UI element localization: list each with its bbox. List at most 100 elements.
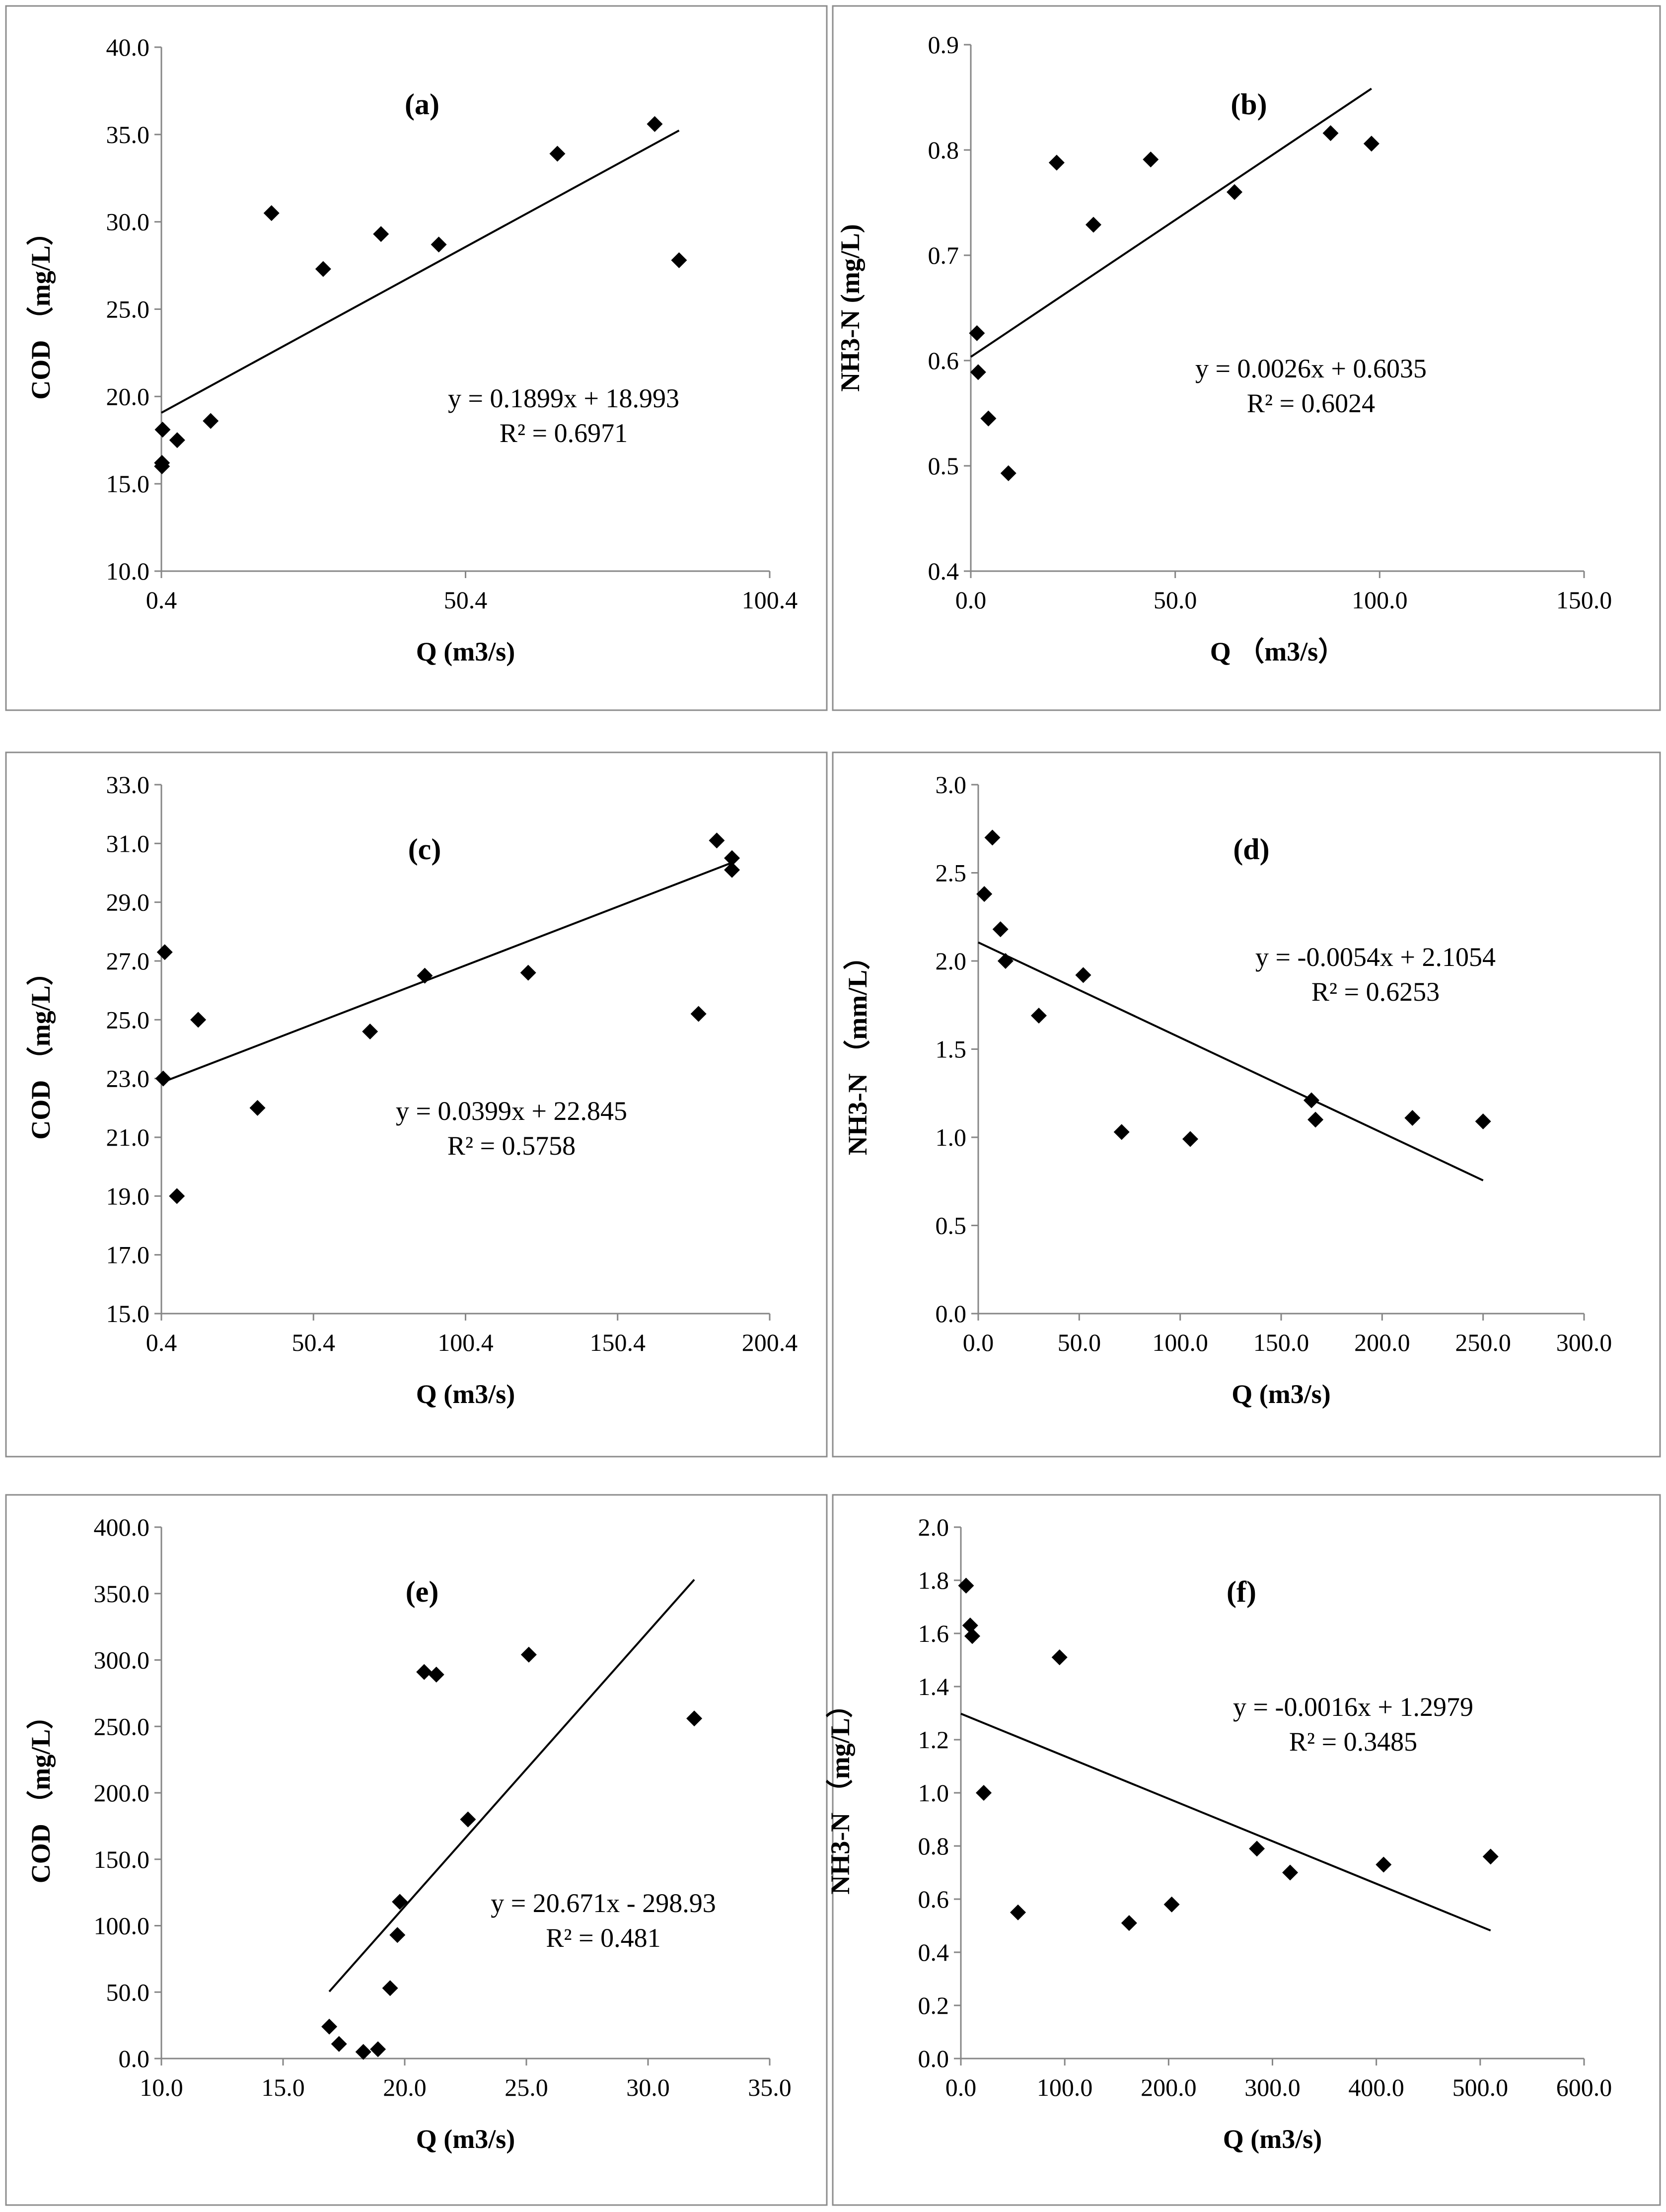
data-point bbox=[1376, 1856, 1392, 1873]
data-point bbox=[331, 2036, 347, 2052]
y-tick-label: 25.0 bbox=[106, 1006, 150, 1033]
data-point bbox=[1304, 1092, 1319, 1108]
data-point bbox=[169, 432, 185, 448]
trendline bbox=[161, 130, 680, 414]
data-point bbox=[362, 1024, 378, 1039]
trendline bbox=[960, 1712, 1491, 1932]
y-tick-label: 23.0 bbox=[106, 1065, 150, 1093]
y-tick-label: 1.0 bbox=[918, 1779, 949, 1807]
x-tick-label: 500.0 bbox=[1452, 2073, 1509, 2101]
x-tick-label: 150.0 bbox=[1556, 586, 1612, 614]
data-point bbox=[392, 1894, 408, 1910]
y-tick-label: 0.8 bbox=[918, 1832, 949, 1860]
y-axis-title: NH3-N (mg/L) bbox=[835, 224, 865, 391]
x-tick-label: 0.4 bbox=[146, 586, 177, 614]
x-tick-label: 0.0 bbox=[945, 2073, 977, 2101]
panel-border bbox=[5, 1494, 828, 2206]
data-point bbox=[1000, 465, 1016, 481]
panel-label: (a) bbox=[405, 88, 439, 121]
data-point bbox=[1031, 1008, 1047, 1024]
panel-label: (f) bbox=[1227, 1575, 1256, 1608]
data-point bbox=[1307, 1111, 1324, 1128]
y-tick-label: 27.0 bbox=[106, 947, 150, 975]
y-tick-label: 0.4 bbox=[928, 557, 959, 585]
y-tick-label: 21.0 bbox=[106, 1123, 150, 1151]
data-point bbox=[976, 886, 993, 902]
x-tick-label: 200.0 bbox=[1141, 2073, 1197, 2101]
trendline-equation: y = -0.0054x + 2.1054 bbox=[1255, 942, 1496, 972]
y-tick-label: 250.0 bbox=[94, 1712, 150, 1740]
x-axis-title: Q (m3/s) bbox=[1223, 2124, 1322, 2154]
x-axis-title: Q (m3/s) bbox=[416, 637, 515, 666]
data-point bbox=[1113, 1124, 1130, 1140]
r-squared: R² = 0.6253 bbox=[1311, 977, 1440, 1007]
data-point bbox=[709, 832, 725, 849]
y-axis-title: NH3-N （mm/L） bbox=[843, 943, 872, 1155]
x-axis-title: Q (m3/s) bbox=[416, 1379, 515, 1409]
data-point bbox=[1010, 1904, 1026, 1920]
x-tick-label: 250.0 bbox=[1455, 1328, 1511, 1356]
data-point bbox=[249, 1100, 266, 1116]
trendline-equation: y = -0.0016x + 1.2979 bbox=[1233, 1692, 1473, 1722]
data-point bbox=[169, 1188, 185, 1204]
data-point bbox=[1048, 154, 1065, 171]
x-tick-label: 50.0 bbox=[1154, 586, 1197, 614]
data-point bbox=[964, 1628, 981, 1644]
data-point bbox=[647, 116, 663, 132]
y-tick-label: 0.8 bbox=[928, 136, 959, 164]
y-tick-label: 0.6 bbox=[928, 347, 959, 374]
data-point bbox=[690, 1006, 707, 1022]
y-tick-label: 0.9 bbox=[928, 31, 959, 59]
data-point bbox=[1163, 1896, 1180, 1913]
trendline bbox=[328, 1579, 695, 1992]
trendline bbox=[978, 941, 1484, 1181]
y-tick-label: 20.0 bbox=[106, 382, 150, 410]
data-point bbox=[724, 862, 740, 878]
x-tick-label: 50.0 bbox=[1058, 1328, 1101, 1356]
y-tick-label: 1.6 bbox=[918, 1620, 949, 1647]
trendline-equation: y = 0.0026x + 0.6035 bbox=[1195, 354, 1427, 383]
data-point bbox=[976, 1785, 992, 1801]
y-tick-label: 1.8 bbox=[918, 1566, 949, 1594]
y-tick-label: 0.7 bbox=[928, 241, 959, 269]
r-squared: R² = 0.5758 bbox=[447, 1131, 576, 1161]
panel-a: 10.0 15.0 20.0 25.0 30.0 35.0 40.0 0.4 50.4 100.4… bbox=[5, 5, 828, 711]
data-point bbox=[389, 1927, 406, 1943]
y-tick-label: 0.6 bbox=[918, 1885, 949, 1913]
y-tick-label: 0.0 bbox=[918, 2045, 949, 2072]
y-tick-label: 1.5 bbox=[936, 1035, 967, 1063]
r-squared: R² = 0.6024 bbox=[1247, 388, 1375, 418]
data-point bbox=[154, 422, 171, 438]
data-point bbox=[373, 226, 389, 242]
data-point bbox=[460, 1811, 476, 1828]
x-tick-label: 0.0 bbox=[955, 586, 987, 614]
data-point bbox=[969, 325, 985, 341]
y-tick-label: 3.0 bbox=[936, 771, 967, 799]
y-tick-label: 0.0 bbox=[936, 1300, 967, 1327]
y-tick-label: 15.0 bbox=[106, 470, 150, 498]
data-point bbox=[417, 967, 433, 984]
y-tick-label: 15.0 bbox=[106, 1300, 150, 1327]
data-point bbox=[958, 1577, 974, 1594]
y-tick-label: 350.0 bbox=[94, 1580, 150, 1608]
data-point bbox=[263, 205, 280, 221]
y-tick-label: 10.0 bbox=[106, 557, 150, 585]
trendline bbox=[161, 862, 732, 1084]
trendline-equation: y = 0.0399x + 22.845 bbox=[396, 1096, 627, 1126]
y-tick-label: 0.0 bbox=[119, 2045, 150, 2072]
panel-e: 0.0 50.0 100.0 150.0 200.0 250.0 300.0 350.0 400… bbox=[5, 1494, 828, 2206]
x-tick-label: 50.4 bbox=[444, 586, 488, 614]
panel-border bbox=[832, 751, 1661, 1458]
data-point bbox=[1182, 1131, 1198, 1147]
trendline-equation: y = 0.1899x + 18.993 bbox=[448, 383, 679, 413]
x-tick-label: 100.0 bbox=[1037, 2073, 1093, 2101]
data-point bbox=[156, 944, 173, 960]
data-point bbox=[686, 1710, 703, 1727]
x-tick-label: 20.0 bbox=[383, 2073, 427, 2101]
y-tick-label: 31.0 bbox=[106, 829, 150, 857]
data-point bbox=[997, 953, 1014, 969]
x-tick-label: 400.0 bbox=[1348, 2073, 1404, 2101]
y-tick-label: 2.0 bbox=[936, 947, 967, 975]
y-tick-label: 300.0 bbox=[94, 1646, 150, 1674]
x-tick-label: 150.0 bbox=[1253, 1328, 1309, 1356]
